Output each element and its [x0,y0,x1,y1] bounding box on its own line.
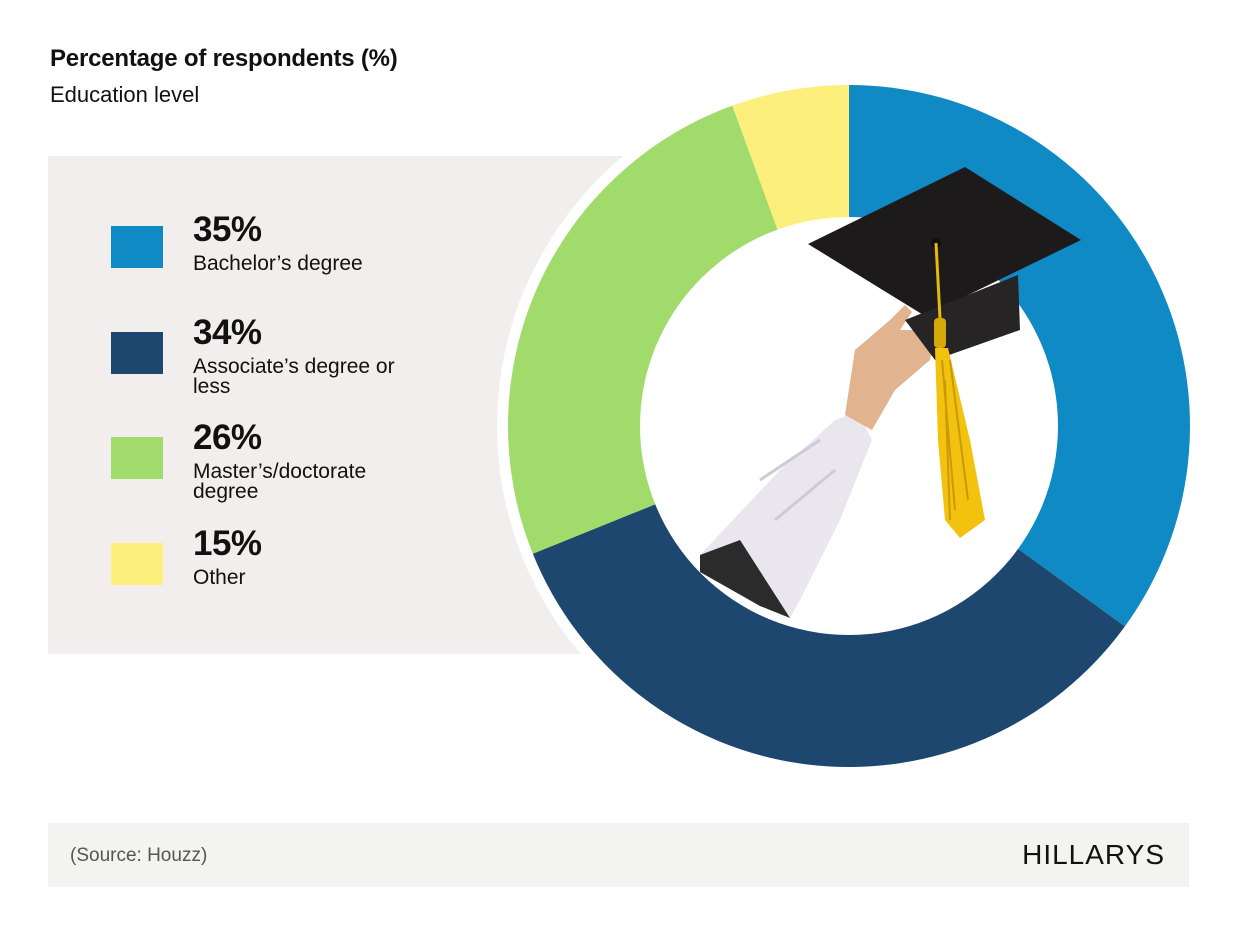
legend-label: Master’s/doctorate degree [193,460,367,503]
legend-value: 35% [193,210,262,249]
source-note: (Source: Houzz) [70,845,208,866]
legend-swatch [111,332,163,374]
legend-swatch [111,226,163,268]
legend-label: Bachelor’s degree [193,252,363,275]
legend-value: 15% [193,524,262,563]
footer: (Source: Houzz) HILLARYS [48,823,1189,887]
brand-logo: HILLARYS [1022,839,1165,870]
graduation-cap-image [700,167,1081,618]
legend-swatch [111,543,163,585]
legend-value: 26% [193,418,262,457]
chart-title: Percentage of respondents (%) [50,45,398,72]
chart-subtitle: Education level [50,82,200,107]
legend-label: Associate’s degree or less [193,355,395,398]
legend-swatch [111,437,163,479]
donut-slice [732,85,849,426]
donut-slice [849,85,1190,627]
legend-value: 34% [193,313,262,352]
donut-hole [640,217,1058,635]
legend-label: Other [193,566,246,589]
